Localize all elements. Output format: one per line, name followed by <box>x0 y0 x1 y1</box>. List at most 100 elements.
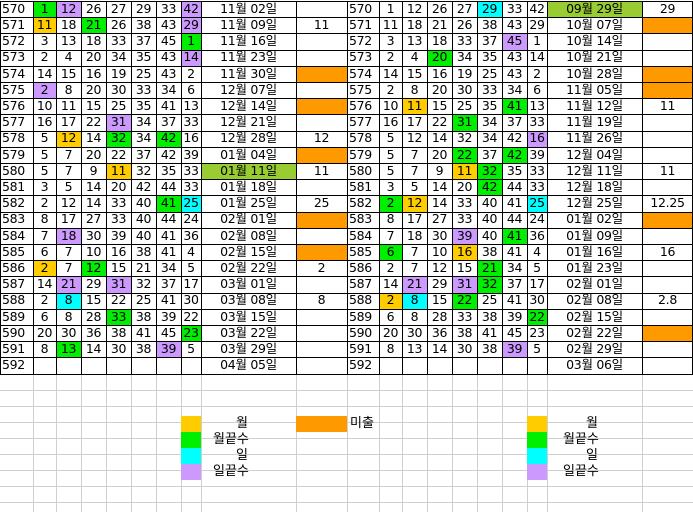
right-ball-3[interactable]: 22 <box>431 114 448 130</box>
right-ball-6[interactable]: 42 <box>502 146 527 163</box>
left-ball-5[interactable]: 38 <box>135 244 152 259</box>
left-ball-2[interactable]: 12 <box>56 1 81 18</box>
left-match-note[interactable] <box>296 65 347 82</box>
left-draw-number[interactable]: 570 <box>2 1 25 16</box>
left-draw-date[interactable]: 11월 02일 <box>220 1 277 16</box>
right-match-note[interactable] <box>642 114 693 130</box>
right-ball-6[interactable]: 42 <box>506 130 523 146</box>
right-ball-5[interactable]: 34 <box>481 114 498 130</box>
left-ball-7[interactable]: 6 <box>187 82 195 97</box>
right-ball-7[interactable]: 24 <box>529 211 545 227</box>
left-ball-2[interactable]: 12 <box>56 130 81 147</box>
left-ball-5[interactable]: 38 <box>135 17 152 33</box>
left-match-note[interactable] <box>296 309 347 325</box>
left-draw-date[interactable]: 02월 22일 <box>220 260 277 276</box>
right-ball-4[interactable]: 11 <box>452 163 477 180</box>
right-match-note[interactable] <box>642 131 693 147</box>
left-ball-3[interactable]: 29 <box>85 276 102 292</box>
left-ball-6[interactable]: 41 <box>160 244 177 259</box>
left-ball-5[interactable]: 38 <box>135 308 152 324</box>
left-ball-4[interactable]: 33 <box>110 195 127 211</box>
left-ball-6[interactable]: 44 <box>160 179 177 195</box>
left-ball-4[interactable]: 31 <box>106 276 131 293</box>
left-draw-date[interactable]: 12월 14일 <box>220 98 277 114</box>
right-draw-number[interactable]: 570 <box>349 1 372 16</box>
right-ball-2[interactable]: 21 <box>402 276 427 293</box>
right-ball-5[interactable]: 38 <box>481 17 498 33</box>
left-ball-1[interactable] <box>33 357 56 373</box>
right-draw-date[interactable]: 01월 09일 <box>566 227 623 243</box>
right-ball-4[interactable]: 39 <box>452 227 477 244</box>
right-ball-6[interactable]: 41 <box>502 98 527 115</box>
right-match-note[interactable]: 11 <box>659 98 676 114</box>
left-ball-2[interactable]: 7 <box>64 260 73 276</box>
right-ball-6[interactable]: 43 <box>506 17 523 33</box>
left-ball-6[interactable]: 45 <box>160 325 177 340</box>
left-ball-1[interactable]: 2 <box>40 292 49 308</box>
left-ball-6[interactable]: 43 <box>160 49 177 65</box>
left-draw-number[interactable]: 579 <box>2 146 25 162</box>
right-ball-2[interactable] <box>402 357 427 373</box>
right-draw-number[interactable]: 579 <box>349 146 372 162</box>
left-ball-6[interactable]: 45 <box>160 33 177 49</box>
right-ball-5[interactable]: 33 <box>481 82 498 97</box>
right-ball-7[interactable]: 5 <box>533 260 541 276</box>
left-ball-3[interactable]: 16 <box>85 65 102 81</box>
left-ball-1[interactable]: 8 <box>40 211 49 227</box>
left-draw-number[interactable]: 587 <box>2 276 25 292</box>
right-ball-7[interactable]: 42 <box>529 1 545 16</box>
left-ball-3[interactable]: 14 <box>85 195 102 211</box>
left-ball-3[interactable]: 20 <box>85 49 102 65</box>
right-ball-2[interactable]: 12 <box>406 1 423 16</box>
left-ball-2[interactable]: 4 <box>64 49 73 65</box>
right-ball-4[interactable]: 33 <box>456 211 473 227</box>
left-ball-4[interactable]: 38 <box>110 325 127 340</box>
left-draw-number[interactable]: 575 <box>2 82 25 97</box>
right-draw-date[interactable]: 02월 08일 <box>566 292 623 308</box>
left-match-note[interactable]: 8 <box>317 292 326 308</box>
left-match-note[interactable] <box>296 114 347 130</box>
right-ball-6[interactable]: 37 <box>506 276 523 292</box>
left-draw-number[interactable]: 581 <box>2 179 25 195</box>
left-ball-6[interactable]: 42 <box>156 130 181 147</box>
right-ball-7[interactable] <box>527 357 547 373</box>
left-match-note[interactable] <box>296 146 347 163</box>
right-ball-4[interactable]: 16 <box>452 244 477 261</box>
left-ball-6[interactable]: 35 <box>160 163 177 178</box>
right-ball-3[interactable]: 10 <box>431 244 448 259</box>
left-ball-5[interactable]: 25 <box>135 65 152 81</box>
right-ball-3[interactable]: 21 <box>431 17 448 33</box>
left-match-note[interactable]: 11 <box>313 17 330 33</box>
right-match-note[interactable] <box>642 276 693 292</box>
right-ball-5[interactable]: 37 <box>481 146 498 162</box>
left-ball-3[interactable]: 27 <box>85 211 102 227</box>
right-ball-1[interactable]: 6 <box>386 308 395 324</box>
left-ball-1[interactable]: 7 <box>40 227 49 243</box>
right-ball-4[interactable]: 30 <box>456 82 473 97</box>
left-ball-2[interactable]: 5 <box>64 179 73 195</box>
right-draw-number[interactable]: 581 <box>349 179 372 195</box>
right-draw-number[interactable]: 571 <box>349 17 372 33</box>
right-ball-1[interactable]: 3 <box>386 179 395 195</box>
right-draw-date[interactable]: 11월 19일 <box>566 114 623 130</box>
left-draw-date[interactable]: 11월 23일 <box>220 49 277 65</box>
left-ball-1[interactable]: 5 <box>40 130 49 146</box>
right-draw-date[interactable]: 10월 28일 <box>566 65 623 81</box>
left-match-note[interactable] <box>296 341 347 357</box>
left-ball-1[interactable]: 11 <box>33 17 56 34</box>
right-match-note[interactable] <box>642 228 693 244</box>
left-ball-3[interactable]: 9 <box>89 163 98 178</box>
right-match-note[interactable] <box>642 325 693 342</box>
right-ball-4[interactable]: 22 <box>452 146 477 163</box>
right-ball-5[interactable]: 29 <box>477 1 502 18</box>
right-draw-date[interactable]: 12월 11일 <box>566 163 623 178</box>
right-ball-1[interactable]: 16 <box>382 114 399 130</box>
left-ball-7[interactable]: 13 <box>183 98 199 114</box>
left-ball-4[interactable]: 15 <box>110 260 127 276</box>
right-draw-number[interactable]: 580 <box>349 163 372 178</box>
left-ball-2[interactable]: 21 <box>56 276 81 293</box>
left-ball-3[interactable]: 26 <box>85 1 102 16</box>
right-ball-5[interactable] <box>477 357 502 373</box>
left-ball-6[interactable]: 41 <box>160 227 177 243</box>
left-draw-number[interactable]: 589 <box>2 308 25 324</box>
